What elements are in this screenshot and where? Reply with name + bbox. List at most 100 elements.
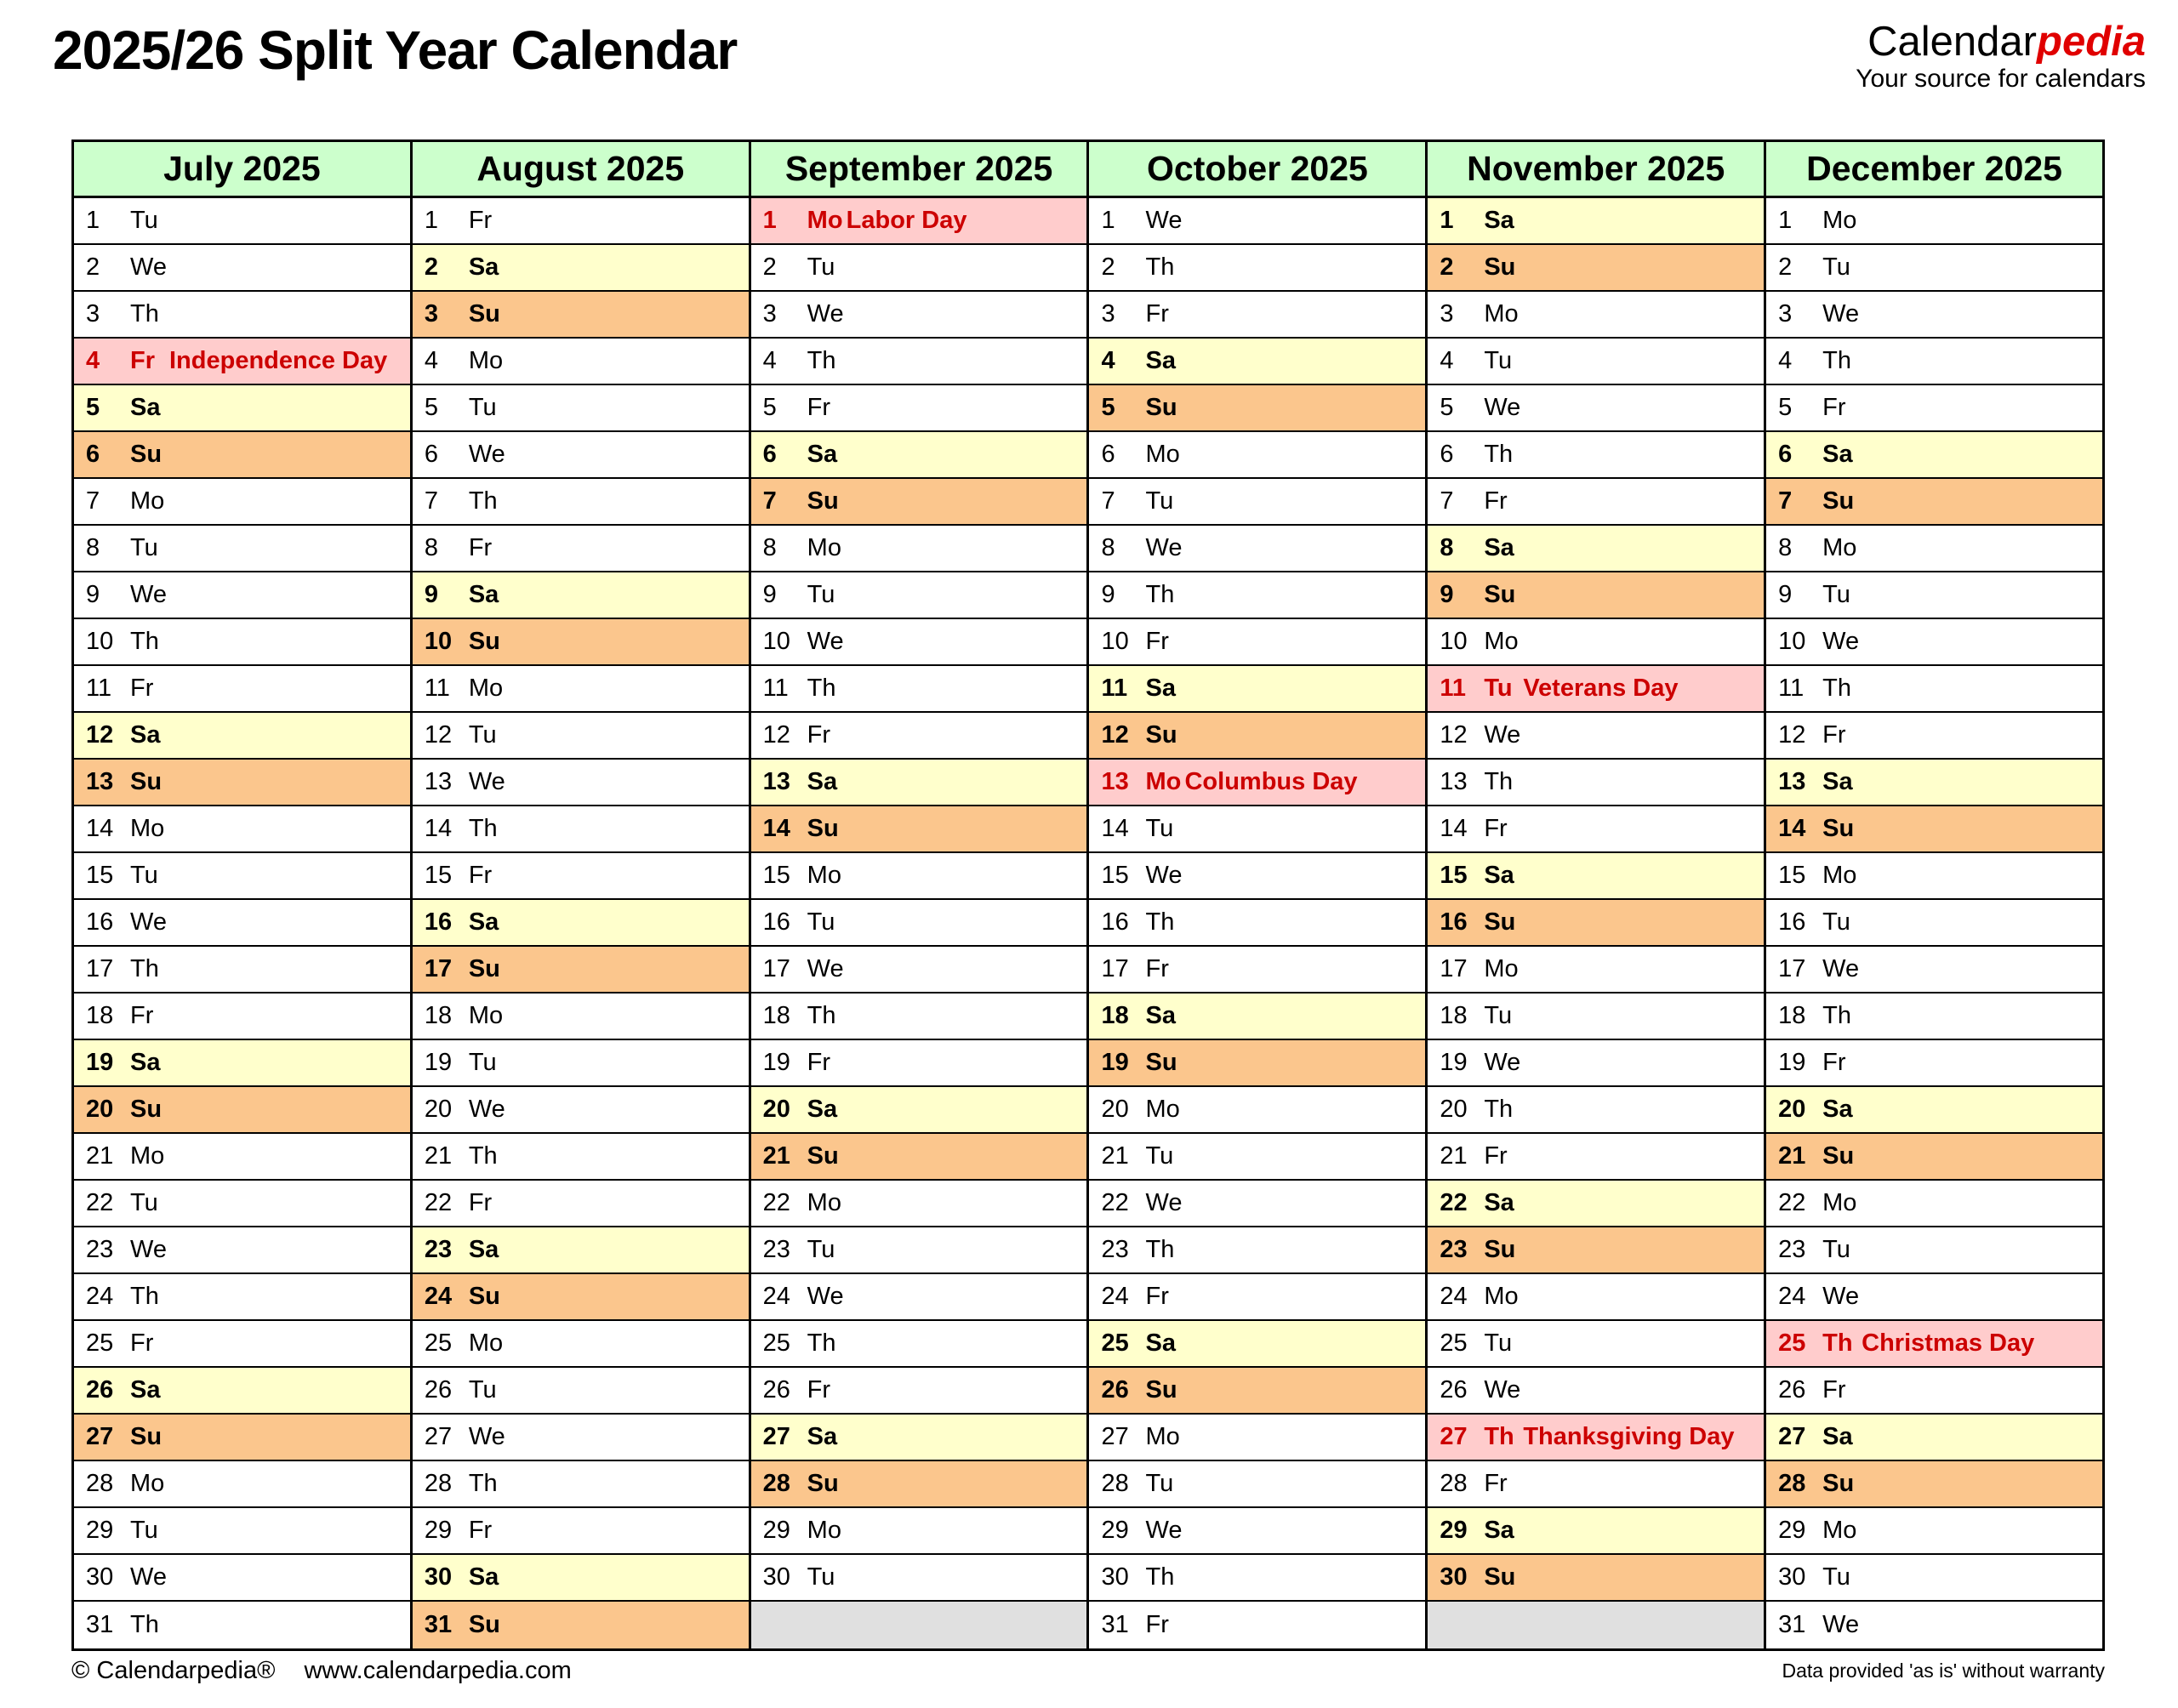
- day-cell: 2 We: [74, 245, 410, 292]
- day-number: 21: [1101, 1142, 1129, 1170]
- website-url: www.calendarpedia.com: [304, 1657, 572, 1684]
- day-number: 30: [1101, 1563, 1129, 1591]
- day-number: 8: [762, 534, 777, 561]
- day-cell: 19 Sa: [74, 1040, 410, 1087]
- day-cell: 23 Su: [1428, 1227, 1765, 1274]
- weekday-abbr: Fr: [1484, 1142, 1508, 1170]
- day-cell: 20 We: [412, 1087, 749, 1134]
- day-number: 18: [1440, 1002, 1468, 1029]
- day-number: 4: [1440, 347, 1454, 374]
- day-number: 28: [1440, 1470, 1468, 1497]
- day-number: 13: [86, 768, 114, 795]
- day-cell: 17 Th: [74, 947, 410, 993]
- holiday-label: Labor Day: [846, 207, 967, 234]
- weekday-abbr: Su: [1822, 815, 1855, 842]
- weekday-abbr: Fr: [1145, 955, 1169, 982]
- weekday-abbr: Th: [807, 675, 836, 702]
- day-cell: 20 Sa: [750, 1087, 1087, 1134]
- day-cell: 29 We: [1089, 1508, 1426, 1555]
- day-number: 31: [424, 1611, 453, 1638]
- day-number: 1: [86, 207, 100, 234]
- weekday-abbr: We: [1822, 955, 1860, 982]
- day-number: 15: [1778, 862, 1806, 889]
- day-cell: 22 Mo: [750, 1181, 1087, 1227]
- day-number: 4: [1778, 347, 1793, 374]
- day-cell: 30 Sa: [412, 1555, 749, 1602]
- day-number: 3: [424, 300, 438, 327]
- weekday-abbr: Sa: [807, 768, 838, 795]
- holiday-label: Columbus Day: [1184, 768, 1358, 795]
- weekday-abbr: We: [807, 300, 844, 327]
- day-cell: 24 Su: [412, 1274, 749, 1321]
- weekday-abbr: Tu: [1822, 908, 1850, 936]
- day-number: 17: [762, 955, 790, 982]
- day-cell: 16 Su: [1428, 900, 1765, 947]
- day-cell: 5 Fr: [1766, 385, 2102, 432]
- weekday-abbr: Su: [130, 768, 162, 795]
- weekday-abbr: Sa: [1484, 207, 1514, 234]
- weekday-abbr: Sa: [1145, 675, 1176, 702]
- day-number: 24: [1778, 1283, 1806, 1310]
- weekday-abbr: Th: [1145, 1236, 1175, 1263]
- day-number: 30: [1440, 1563, 1468, 1591]
- weekday-abbr: Fr: [1484, 1470, 1508, 1497]
- day-number: 29: [1440, 1517, 1468, 1544]
- day-number: 20: [86, 1096, 114, 1123]
- day-cell: 18 Tu: [1428, 993, 1765, 1040]
- day-cell: 17 We: [750, 947, 1087, 993]
- day-cell: 1 Sa: [1428, 198, 1765, 245]
- day-cell: 18 Th: [750, 993, 1087, 1040]
- day-number: 3: [86, 300, 100, 327]
- day-number: 27: [1101, 1423, 1129, 1450]
- weekday-abbr: We: [807, 628, 844, 655]
- day-number: 26: [762, 1376, 790, 1403]
- day-cell: 16 Sa: [412, 900, 749, 947]
- day-number: 20: [1101, 1096, 1129, 1123]
- holiday-label: Independence Day: [169, 347, 388, 374]
- day-number: 8: [1778, 534, 1793, 561]
- day-cell: 20 Sa: [1766, 1087, 2102, 1134]
- day-number: 9: [1101, 581, 1115, 608]
- day-cell: 16 Tu: [1766, 900, 2102, 947]
- day-number: 16: [1778, 908, 1806, 936]
- day-number: 29: [86, 1517, 114, 1544]
- day-number: 2: [762, 253, 777, 281]
- day-number: 26: [1778, 1376, 1806, 1403]
- day-number: 13: [1778, 768, 1806, 795]
- day-cell: 20 Su: [74, 1087, 410, 1134]
- day-number: 20: [762, 1096, 790, 1123]
- day-cell: 5 Sa: [74, 385, 410, 432]
- day-cell: 13 We: [412, 760, 749, 806]
- day-number: 14: [1440, 815, 1468, 842]
- weekday-abbr: Fr: [1484, 487, 1508, 515]
- weekday-abbr: Th: [1484, 1423, 1514, 1450]
- day-number: 1: [1440, 207, 1454, 234]
- day-cell: 1 Tu: [74, 198, 410, 245]
- day-number: 11: [1778, 675, 1805, 702]
- weekday-abbr: Fr: [468, 862, 493, 889]
- weekday-abbr: Th: [1822, 1002, 1851, 1029]
- weekday-abbr: Mo: [1822, 207, 1857, 234]
- day-number: 9: [1440, 581, 1454, 608]
- day-number: 27: [1440, 1423, 1468, 1450]
- day-cell: 29 Mo: [1766, 1508, 2102, 1555]
- day-cell: 25 Th: [750, 1321, 1087, 1368]
- weekday-abbr: Mo: [1822, 534, 1857, 561]
- day-cell: 23 Tu: [1766, 1227, 2102, 1274]
- weekday-abbr: Fr: [468, 207, 493, 234]
- day-cell: 10 Su: [412, 619, 749, 666]
- weekday-abbr: Tu: [1484, 675, 1513, 702]
- day-number: 6: [1440, 441, 1454, 468]
- day-cell: 31 We: [1766, 1602, 2102, 1648]
- weekday-abbr: Th: [130, 628, 159, 655]
- day-number: 13: [424, 768, 453, 795]
- day-number: 9: [424, 581, 438, 608]
- weekday-abbr: Fr: [1145, 628, 1169, 655]
- day-number: 8: [1101, 534, 1115, 561]
- day-cell: 9 Th: [1089, 572, 1426, 619]
- weekday-abbr: Fr: [130, 347, 155, 374]
- day-cell: 15 Sa: [1428, 853, 1765, 900]
- day-cell: 24 Fr: [1089, 1274, 1426, 1321]
- day-number: 20: [1440, 1096, 1468, 1123]
- weekday-abbr: Su: [1145, 1049, 1177, 1076]
